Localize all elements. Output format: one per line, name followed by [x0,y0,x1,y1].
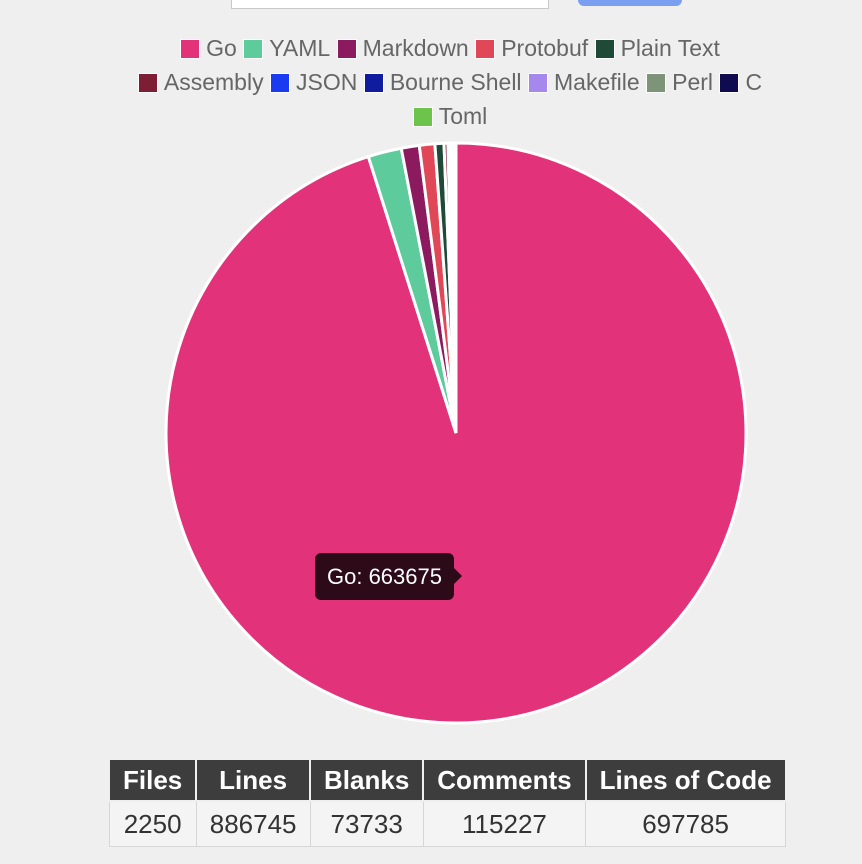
legend-label: Protobuf [501,35,589,61]
legend-swatch [646,73,667,93]
legend-label: Bourne Shell [389,69,522,95]
legend-swatch [719,73,740,93]
search-input[interactable] [231,0,549,9]
legend-label: JSON [296,69,358,95]
legend-item-bourne-shell[interactable]: Bourne Shell [363,67,522,97]
legend-item-perl[interactable]: Perl [646,67,713,97]
legend-swatch [594,39,615,59]
header-blanks: Blanks [309,760,425,802]
legend-item-protobuf[interactable]: Protobuf [475,33,588,63]
legend-label: Go [206,35,237,61]
legend-label: Toml [438,103,488,129]
cell-lines: 886745 [195,800,311,847]
stats-table: Files Lines Blanks Comments Lines of Cod… [107,760,787,847]
legend-item-plain-text[interactable]: Plain Text [594,33,720,63]
legend-swatch [412,107,433,127]
legend-swatch [528,73,548,93]
cell-files: 2250 [108,800,197,847]
legend-label: Perl [672,69,714,95]
legend-item-go[interactable]: Go [180,33,237,63]
legend-label: YAML [269,35,331,61]
legend-item-makefile[interactable]: Makefile [528,67,640,97]
legend-label: C [745,69,763,95]
legend-swatch [363,73,384,93]
pie-slice-toml[interactable] [453,141,458,434]
legend-label: Markdown [362,35,469,61]
chart-tooltip: Go: 663675 [315,553,462,600]
chart-legend: Go YAML Markdown Protobuf Plain Text Ass… [100,33,800,135]
legend-item-markdown[interactable]: Markdown [336,33,469,63]
cell-lines-of-code: 697785 [585,800,787,847]
legend-swatch [475,39,496,59]
legend-item-yaml[interactable]: YAML [243,33,330,63]
cell-blanks: 73733 [309,800,424,847]
legend-swatch [336,39,357,59]
legend-label: Makefile [554,69,640,95]
header-comments: Comments [422,760,587,802]
legend-item-toml[interactable]: Toml [412,101,488,131]
legend-swatch [270,73,291,93]
cell-comments: 115227 [422,800,587,847]
legend-item-c[interactable]: C [719,67,762,97]
submit-button[interactable] [578,0,682,6]
legend-label: Assembly [163,69,264,95]
table-row: 2250 886745 73733 115227 697785 [108,800,787,847]
table-header-row: Files Lines Blanks Comments Lines of Cod… [107,760,787,802]
legend-item-assembly[interactable]: Assembly [137,67,264,97]
legend-swatch [137,73,158,93]
legend-swatch [243,39,264,59]
header-lines: Lines [195,760,312,802]
header-files: Files [107,760,198,802]
legend-label: Plain Text [620,35,720,61]
legend-swatch [180,39,201,59]
legend-item-json[interactable]: JSON [270,67,357,97]
header-lines-of-code: Lines of Code [584,760,787,802]
